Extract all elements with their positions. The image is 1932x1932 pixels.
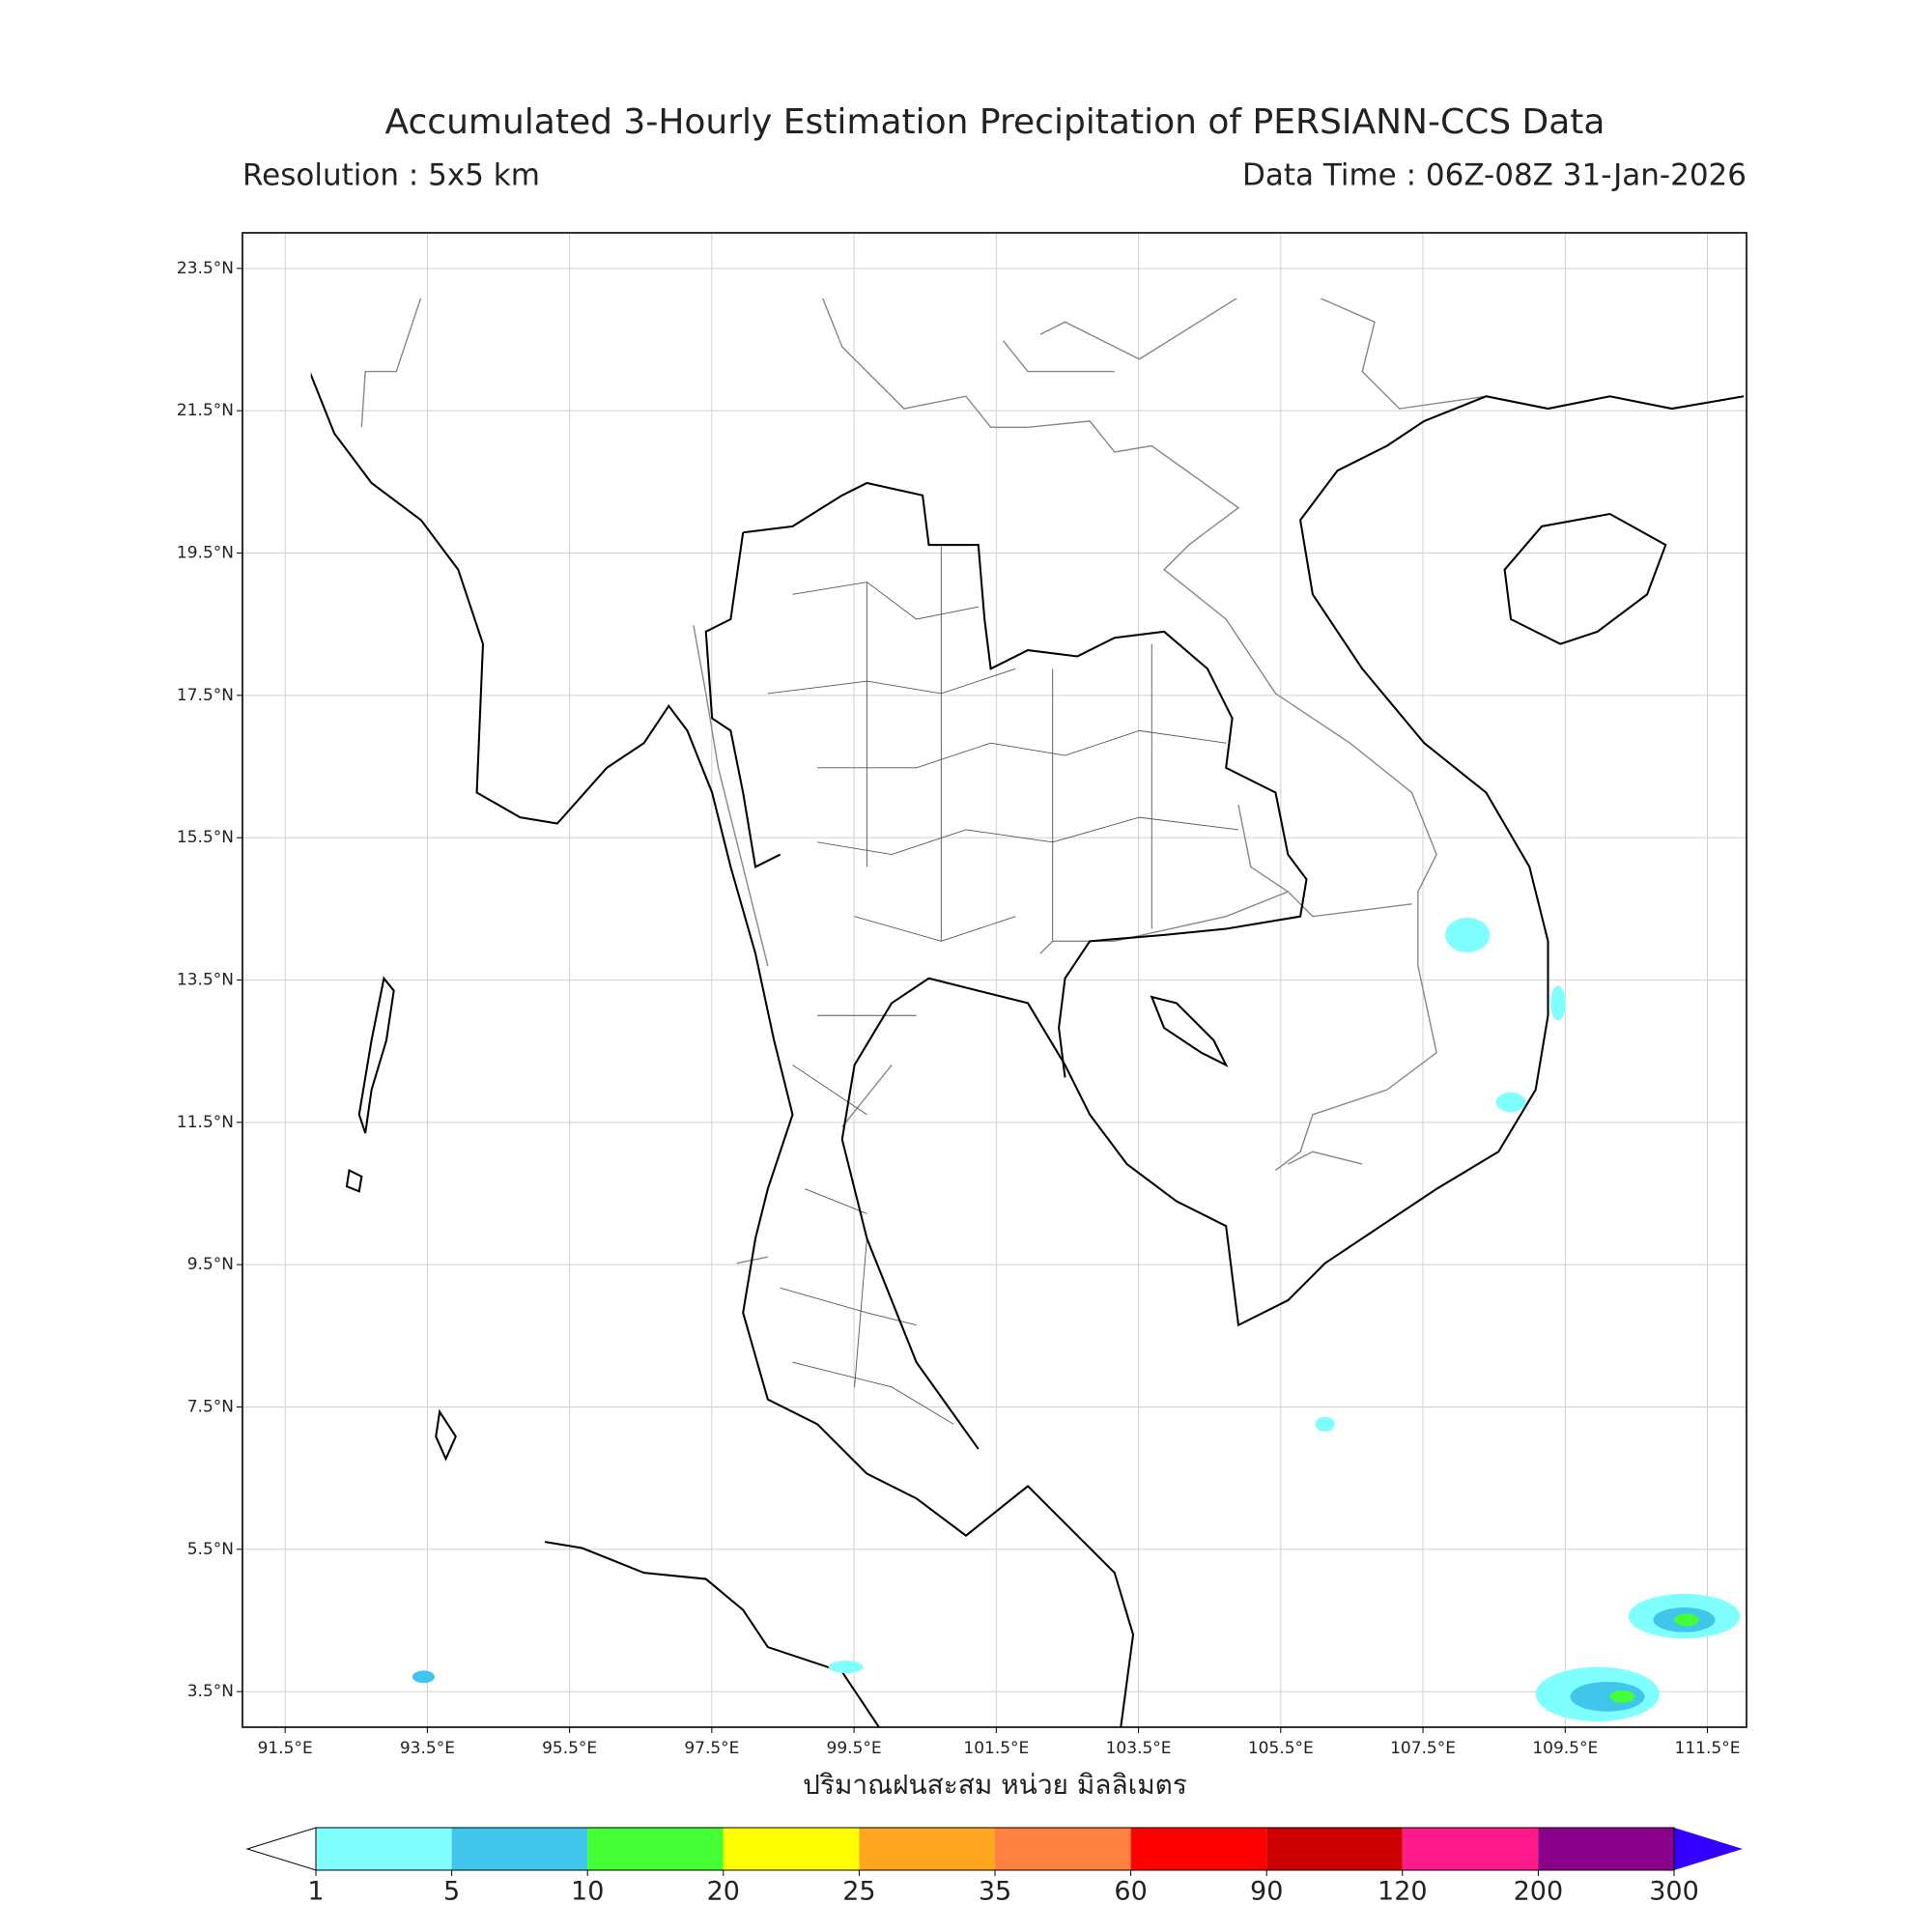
coastline-china-north (1610, 267, 1744, 298)
map-geometry (310, 267, 1745, 1728)
colorbar-over (1674, 1828, 1743, 1870)
x-tick-label: 107.5°E (1390, 1739, 1456, 1758)
colorbar-box (1130, 1828, 1267, 1870)
y-tick-label: 3.5°N (187, 1682, 234, 1701)
y-tick-label: 13.5°N (177, 971, 234, 990)
y-tick-label: 21.5°N (177, 401, 234, 420)
subtitle-left: Resolution : 5x5 km (242, 158, 540, 193)
colorbar-label: 10 (571, 1877, 604, 1907)
colorbar-label: 25 (842, 1877, 875, 1907)
y-tick-label: 9.5°N (187, 1255, 234, 1274)
colorbar-box (316, 1828, 452, 1870)
y-tick-label: 5.5°N (187, 1540, 234, 1559)
y-tick-label: 11.5°N (177, 1113, 234, 1132)
y-tick-label: 17.5°N (177, 686, 234, 705)
coastline-mainland (310, 372, 1745, 1728)
country-border (360, 298, 1487, 1264)
colorbar-box (1402, 1828, 1539, 1870)
colorbar-label: 35 (979, 1877, 1011, 1907)
colorbar-under (245, 1827, 317, 1871)
colorbar-label: 120 (1378, 1877, 1428, 1907)
colorbar-label: 20 (707, 1877, 740, 1907)
tonle-sap (1150, 995, 1229, 1067)
colorbar-box (1538, 1828, 1674, 1870)
x-tick-label: 101.5°E (963, 1739, 1029, 1758)
rain-areas (412, 917, 1741, 1721)
x-tick-label: 105.5°E (1248, 1739, 1314, 1758)
x-tick-label: 91.5°E (258, 1739, 313, 1758)
grid (242, 233, 1747, 1727)
y-tick-label: 7.5°N (187, 1398, 234, 1417)
x-tick-label: 111.5°E (1675, 1739, 1741, 1758)
y-tick-label: 15.5°N (177, 828, 234, 847)
y-tick-label: 19.5°N (177, 544, 234, 563)
x-tick-label: 93.5°E (400, 1739, 455, 1758)
coastline-hainan (1503, 512, 1667, 645)
colorbar-label: 90 (1250, 1877, 1283, 1907)
colorbar-label: 200 (1514, 1877, 1564, 1907)
x-tick-label: 99.5°E (827, 1739, 882, 1758)
x-axis-label: ปริมาณฝนสะสม หน่วย มิลลิเมตร (803, 1769, 1187, 1801)
colorbar-box (995, 1828, 1131, 1870)
y-tick-label: 23.5°N (177, 259, 234, 278)
x-tick-label: 97.5°E (684, 1739, 739, 1758)
colorbar-box (451, 1828, 588, 1870)
colorbar-box (859, 1828, 995, 1870)
colorbar-box (587, 1828, 724, 1870)
subtitle-right: Data Time : 06Z-08Z 31-Jan-2026 (1242, 158, 1747, 193)
colorbar-label: 60 (1114, 1877, 1147, 1907)
colorbar-box (1266, 1828, 1403, 1870)
x-tick-label: 109.5°E (1532, 1739, 1598, 1758)
andaman-islands (345, 976, 457, 1462)
colorbar-label: 1 (307, 1877, 324, 1907)
x-tick-label: 103.5°E (1106, 1739, 1172, 1758)
province-lines (767, 545, 1239, 1425)
x-tick-label: 95.5°E (542, 1739, 597, 1758)
colorbar: 1 5 10 20 25 35 60 90 120 200 300 (245, 1827, 1743, 1907)
thailand-boundary (704, 481, 1308, 1078)
title: Accumulated 3-Hourly Estimation Precipit… (385, 102, 1605, 142)
colorbar-box (723, 1828, 860, 1870)
colorbar-label: 300 (1649, 1877, 1699, 1907)
colorbar-label: 5 (443, 1877, 460, 1907)
